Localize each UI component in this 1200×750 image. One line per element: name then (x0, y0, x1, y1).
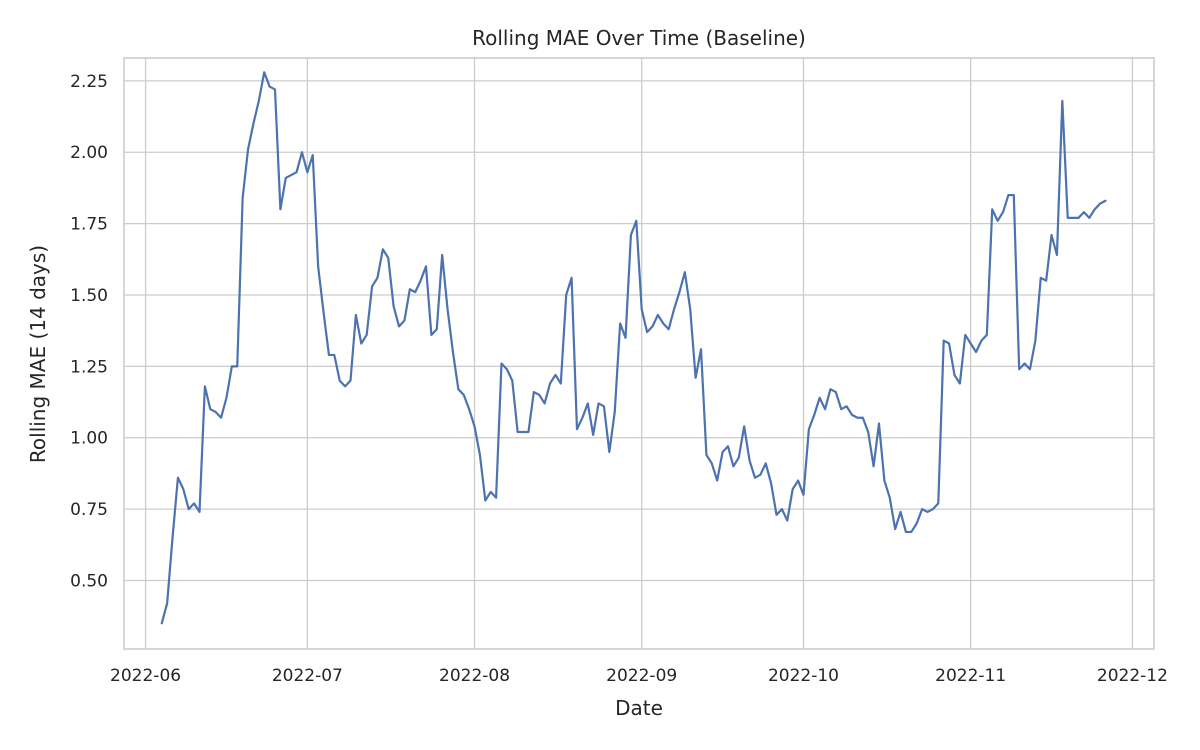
x-tick-label: 2022-10 (768, 666, 839, 686)
x-tick-label: 2022-08 (439, 666, 510, 686)
x-tick-label: 2022-07 (272, 666, 343, 686)
grid-lines (124, 58, 1154, 649)
series-line (160, 71, 1107, 625)
x-tick-labels: 2022-06 2022-07 2022-08 2022-09 2022-10 2022-… (110, 666, 1168, 686)
x-tick-label: 2022-09 (606, 666, 677, 686)
y-tick-label: 0.50 (70, 571, 108, 591)
x-tick-label: 2022-06 (110, 666, 181, 686)
y-axis-label: Rolling MAE (14 days) (26, 245, 50, 463)
plot-frame (123, 57, 1155, 650)
x-tick-label: 2022-11 (935, 666, 1006, 686)
y-tick-label: 1.25 (70, 357, 108, 377)
y-tick-label: 1.00 (70, 429, 108, 449)
y-tick-label: 1.50 (70, 286, 108, 306)
y-tick-label: 2.25 (70, 72, 108, 92)
x-tick-label: 2022-12 (1097, 666, 1168, 686)
chart-title: Rolling MAE Over Time (Baseline) (472, 26, 806, 50)
y-tick-label: 1.75 (70, 215, 108, 235)
y-tick-label: 0.75 (70, 500, 108, 520)
x-axis-label: Date (615, 696, 663, 720)
y-tick-labels: 0.50 0.75 1.00 1.25 1.50 1.75 2.00 2.25 (70, 72, 108, 592)
y-tick-label: 2.00 (70, 143, 108, 163)
series-layer (160, 71, 1107, 625)
